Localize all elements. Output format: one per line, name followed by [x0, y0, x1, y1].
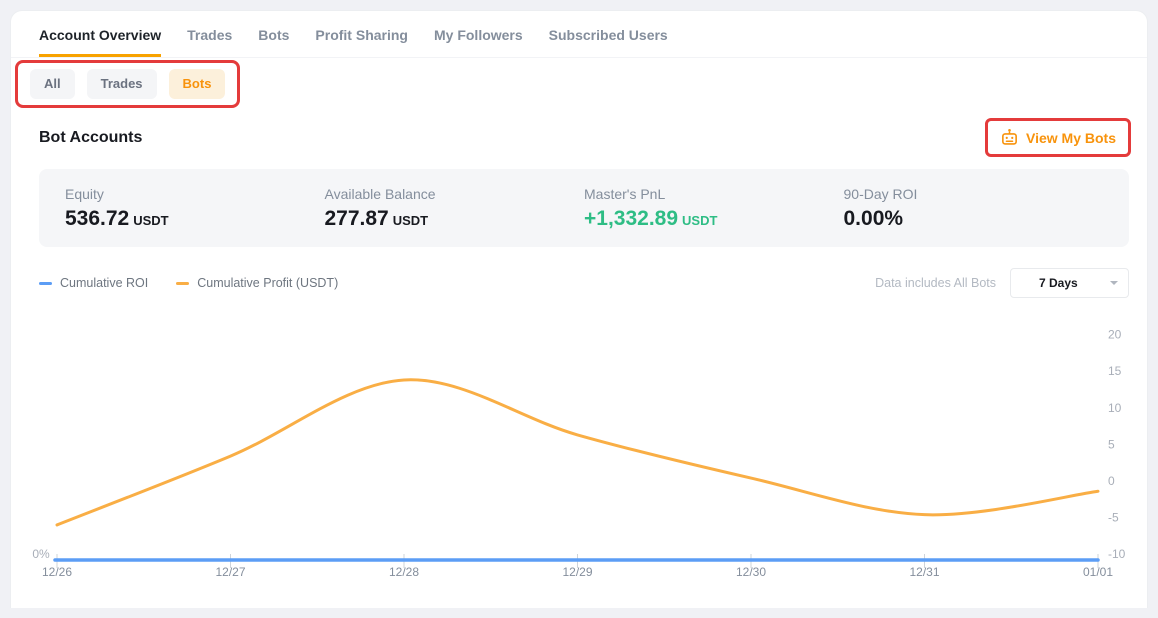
svg-text:12/30: 12/30 [736, 565, 766, 579]
svg-text:12/27: 12/27 [215, 565, 245, 579]
svg-text:20: 20 [1108, 328, 1122, 342]
profit-line-swatch [176, 281, 190, 285]
svg-text:01/01: 01/01 [1083, 565, 1113, 579]
stat-value: 536.72 [65, 207, 130, 230]
stat-label: Available Balance [324, 186, 436, 202]
annotation-box-view-bots: View My Bots [985, 118, 1131, 157]
range-dropdown[interactable]: 7 Days [1010, 268, 1129, 298]
scope-note: Data includes All Bots [875, 276, 996, 290]
svg-text:12/26: 12/26 [42, 565, 72, 579]
stat-unit: USDT [682, 213, 718, 228]
legend-cumulative-profit[interactable]: Cumulative Profit (USDT) [176, 276, 338, 290]
stat-equity: Equity 536.72 USDT [65, 186, 325, 231]
profit-roi-chart[interactable]: 20 15 10 5 0 -5 -10 12/26 12/27 12/28 12/29 12/30 12… [11, 304, 1147, 601]
stats-summary-bar: Equity 536.72 USDT Available Balance 277.… [39, 169, 1129, 247]
account-overview-panel: Account Overview Trades Bots Profit Shar… [10, 10, 1148, 608]
stat-label: Master's PnL [584, 186, 666, 202]
chevron-down-icon [1110, 281, 1118, 285]
tab-trades[interactable]: Trades [187, 27, 233, 43]
stat-available-balance: Available Balance 277.87 USDT [325, 186, 585, 231]
legend-label: Cumulative Profit (USDT) [197, 276, 339, 290]
stat-unit: USDT [133, 213, 169, 228]
filter-pill-all[interactable]: All [30, 69, 75, 99]
svg-text:15: 15 [1108, 364, 1122, 378]
svg-text:0: 0 [1108, 474, 1115, 488]
legend-label: Cumulative ROI [60, 276, 149, 290]
filter-pill-bots[interactable]: Bots [168, 69, 226, 99]
view-my-bots-label: View My Bots [1026, 129, 1116, 146]
roi-line-swatch [39, 281, 52, 285]
page-title: Bot Accounts [39, 128, 143, 146]
stat-unit: USDT [392, 213, 429, 228]
stat-value: 0.00% [843, 207, 904, 230]
top-tab-bar: Account Overview Trades Bots Profit Shar… [11, 11, 1147, 58]
svg-text:5: 5 [1108, 437, 1115, 451]
svg-text:12/28: 12/28 [389, 565, 419, 579]
view-my-bots-button[interactable]: View My Bots [994, 126, 1122, 149]
range-dropdown-value: 7 Days [1039, 276, 1078, 290]
tab-my-followers[interactable]: My Followers [433, 27, 523, 43]
chart-header: Cumulative ROI Cumulative Profit (USDT) … [11, 268, 1147, 298]
robot-icon [1000, 128, 1019, 147]
svg-text:-10: -10 [1108, 547, 1126, 561]
stat-masters-pnl: Master's PnL +1,332.89 USDT [584, 186, 844, 231]
legend-cumulative-roi[interactable]: Cumulative ROI [39, 276, 148, 290]
filter-pill-trades[interactable]: Trades [86, 69, 157, 99]
stat-90-day-roi: 90-Day ROI 0.00% [844, 186, 1104, 231]
tab-profit-sharing[interactable]: Profit Sharing [315, 27, 408, 43]
stat-label: Equity [65, 186, 104, 202]
chart-legend: Cumulative ROI Cumulative Profit (USDT) [39, 276, 338, 290]
tab-bots[interactable]: Bots [258, 27, 290, 43]
svg-text:-5: -5 [1108, 511, 1119, 525]
svg-text:10: 10 [1108, 401, 1122, 415]
svg-text:0%: 0% [32, 547, 50, 561]
stat-value: 277.87 [324, 207, 389, 230]
section-header: Bot Accounts View My Bots [11, 108, 1147, 157]
annotation-box-filters: All Trades Bots [15, 60, 241, 108]
chart-controls: Data includes All Bots 7 Days [875, 268, 1129, 298]
stat-label: 90-Day ROI [843, 186, 918, 202]
tab-account-overview[interactable]: Account Overview [39, 27, 162, 57]
svg-text:12/29: 12/29 [562, 565, 592, 579]
tab-subscribed-users[interactable]: Subscribed Users [548, 27, 668, 43]
svg-text:12/31: 12/31 [909, 565, 939, 579]
stat-value: +1,332.89 [584, 207, 679, 230]
